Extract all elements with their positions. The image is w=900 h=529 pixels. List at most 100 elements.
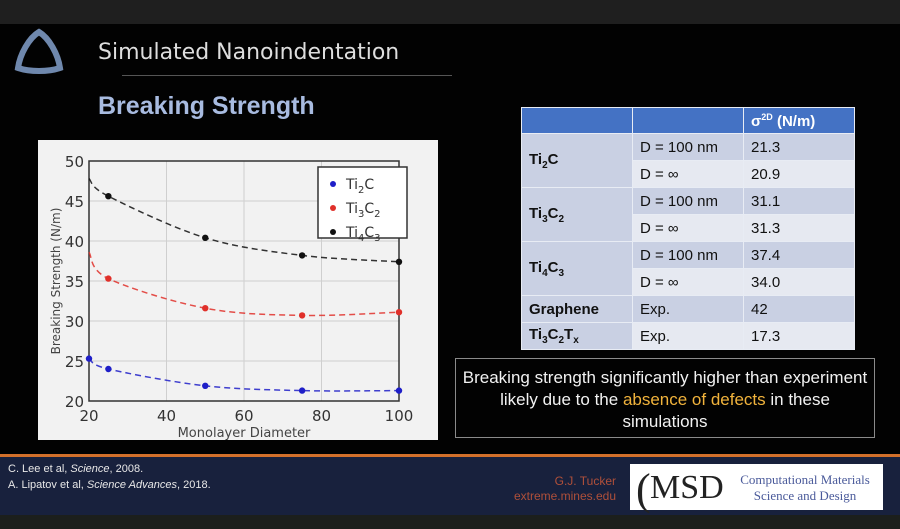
legend-label-Ti4C3: Ti4C3	[345, 225, 381, 244]
y-tick-label: 50	[65, 153, 84, 171]
citation-lee: C. Lee et al, Science, 2008.	[8, 463, 144, 475]
legend-box	[317, 166, 408, 239]
data-point-Ti2C	[395, 387, 403, 394]
material-name: Graphene	[529, 300, 600, 318]
legend-label-part: 2	[358, 185, 364, 196]
legend-label-part: C	[364, 201, 374, 217]
data-point-Ti4C3	[202, 234, 209, 241]
strength-value-cell: 20.9	[743, 160, 855, 188]
data-point-Ti4C3	[298, 252, 306, 259]
material-name: 3	[542, 213, 548, 225]
data-point-Ti2C	[202, 382, 209, 389]
material-name: Ti	[529, 150, 543, 168]
legend-label-part: C	[364, 225, 374, 241]
table-row: Ti3C2 D = 100 nm 31.1	[521, 187, 855, 242]
chart-svg: 20 40 60 80 100 20 25 30 35 40 45 50 Monolayer Diame…	[49, 153, 414, 440]
results-table: σ2D (N/m) Ti2C D = 100 nm 21.3 D = ∞ 20.9 Ti3…	[521, 107, 855, 350]
y-tick-label: 35	[65, 273, 84, 291]
material-name: C	[547, 258, 559, 276]
legend-marker-Ti2C	[330, 181, 336, 187]
table-row: Ti4C3 D = 100 nm 37.4	[521, 241, 855, 296]
title-divider	[122, 75, 452, 76]
table-header-row: σ2D (N/m)	[521, 107, 855, 134]
author-name: G.J. Tucker	[554, 474, 616, 488]
material-name: Ti	[529, 326, 543, 343]
material-name: 2	[542, 159, 548, 171]
legend-label-part: C	[364, 177, 374, 193]
sigma-symbol: σ	[751, 112, 762, 130]
condition-cell: D = ∞	[632, 214, 744, 242]
x-tick-label: 100	[385, 407, 414, 425]
window-bottom-bar	[0, 515, 900, 529]
breaking-strength-chart: 20 40 60 80 100 20 25 30 35 40 45 50 Monolayer Diame…	[38, 140, 438, 440]
material-name: 3	[542, 335, 548, 346]
strength-value-cell: 31.1	[743, 187, 855, 215]
material-name: Ti	[529, 204, 543, 222]
material-name: 2	[558, 213, 565, 225]
strength-value-cell: 37.4	[743, 241, 855, 269]
logo-arc-icon: (	[636, 465, 651, 514]
x-axis-label: Monolayer Diameter	[178, 426, 311, 440]
note-text: Breaking strength significantly higher t…	[462, 368, 868, 409]
legend-marker-Ti4C3	[330, 229, 336, 235]
note-text-end: in these simulations	[622, 390, 830, 431]
footer-accent-line	[0, 454, 900, 457]
citation-lipatov: A. Lipatov et al, Science Advances, 2018…	[8, 479, 211, 491]
unit-label: (N/m)	[772, 112, 816, 130]
slide-title: Simulated Nanoindentation	[98, 40, 400, 65]
y-tick-label: 45	[65, 193, 84, 211]
note-highlight: absence of defects	[622, 390, 766, 409]
condition-cell: Exp.	[632, 295, 744, 323]
table-row: Ti3C2Tx Exp. 17.3	[521, 322, 855, 350]
author-website[interactable]: extreme.mines.edu	[513, 489, 616, 503]
legend-marker-Ti3C2	[330, 205, 336, 211]
y-tick-label: 30	[65, 313, 84, 331]
legend-label-part: 3	[358, 209, 364, 220]
logo-line-1: Computational Materials	[740, 472, 870, 487]
strength-value-cell: 17.3	[743, 322, 855, 350]
condition-cell: D = ∞	[632, 160, 744, 188]
legend-label-part: 3	[374, 233, 380, 244]
data-point-Ti4C3	[105, 193, 112, 200]
legend-label-Ti3C2: Ti3C2	[345, 201, 381, 220]
material-name: T	[564, 326, 574, 343]
condition-cell: Exp.	[632, 322, 744, 350]
conclusion-box: Breaking strength significantly higher t…	[455, 358, 875, 438]
window-top-bar	[0, 0, 900, 24]
material-name: x	[573, 335, 579, 346]
condition-cell: D = 100 nm	[632, 187, 744, 215]
x-tick-label: 80	[312, 407, 331, 425]
data-point-Ti3C2	[298, 312, 306, 319]
legend-label-part: 4	[358, 233, 364, 244]
material-cell: Graphene	[521, 295, 633, 323]
data-point-Ti2C	[298, 387, 306, 394]
data-point-Ti2C	[85, 355, 93, 362]
material-name: C	[547, 204, 559, 222]
header-material	[521, 107, 633, 134]
x-tick-label: 60	[234, 407, 253, 425]
x-tick-label: 40	[157, 407, 176, 425]
x-tick-label: 20	[79, 407, 98, 425]
material-name: C	[547, 326, 559, 343]
data-point-Ti4C3	[395, 258, 403, 265]
y-tick-label: 25	[65, 353, 84, 371]
legend-label-part: Ti	[345, 201, 358, 217]
legend-label-part: 2	[374, 209, 380, 220]
material-cell: Ti3C2Tx	[521, 322, 633, 350]
legend-label-part: Ti	[345, 177, 358, 193]
slide-subtitle: Breaking Strength	[98, 92, 315, 120]
msd-logo: ( MSD Computational Materials Science an…	[630, 464, 883, 514]
material-name: C	[547, 150, 559, 168]
header-condition	[632, 107, 744, 134]
material-name: 3	[558, 267, 565, 279]
table-row: Ti2C D = 100 nm 21.3	[521, 133, 855, 188]
condition-cell: D = ∞	[632, 268, 744, 296]
legend-label-Ti2C: Ti2C	[345, 177, 374, 196]
data-point-Ti2C	[105, 365, 112, 373]
legend-label-part: Ti	[345, 225, 358, 241]
material-name: 2	[558, 335, 565, 346]
table-row: Graphene Exp. 42	[521, 295, 855, 323]
header-strength: σ2D (N/m)	[743, 107, 855, 134]
logo-abbreviation: MSD	[650, 469, 724, 506]
logo-line-2: Science and Design	[753, 488, 857, 503]
